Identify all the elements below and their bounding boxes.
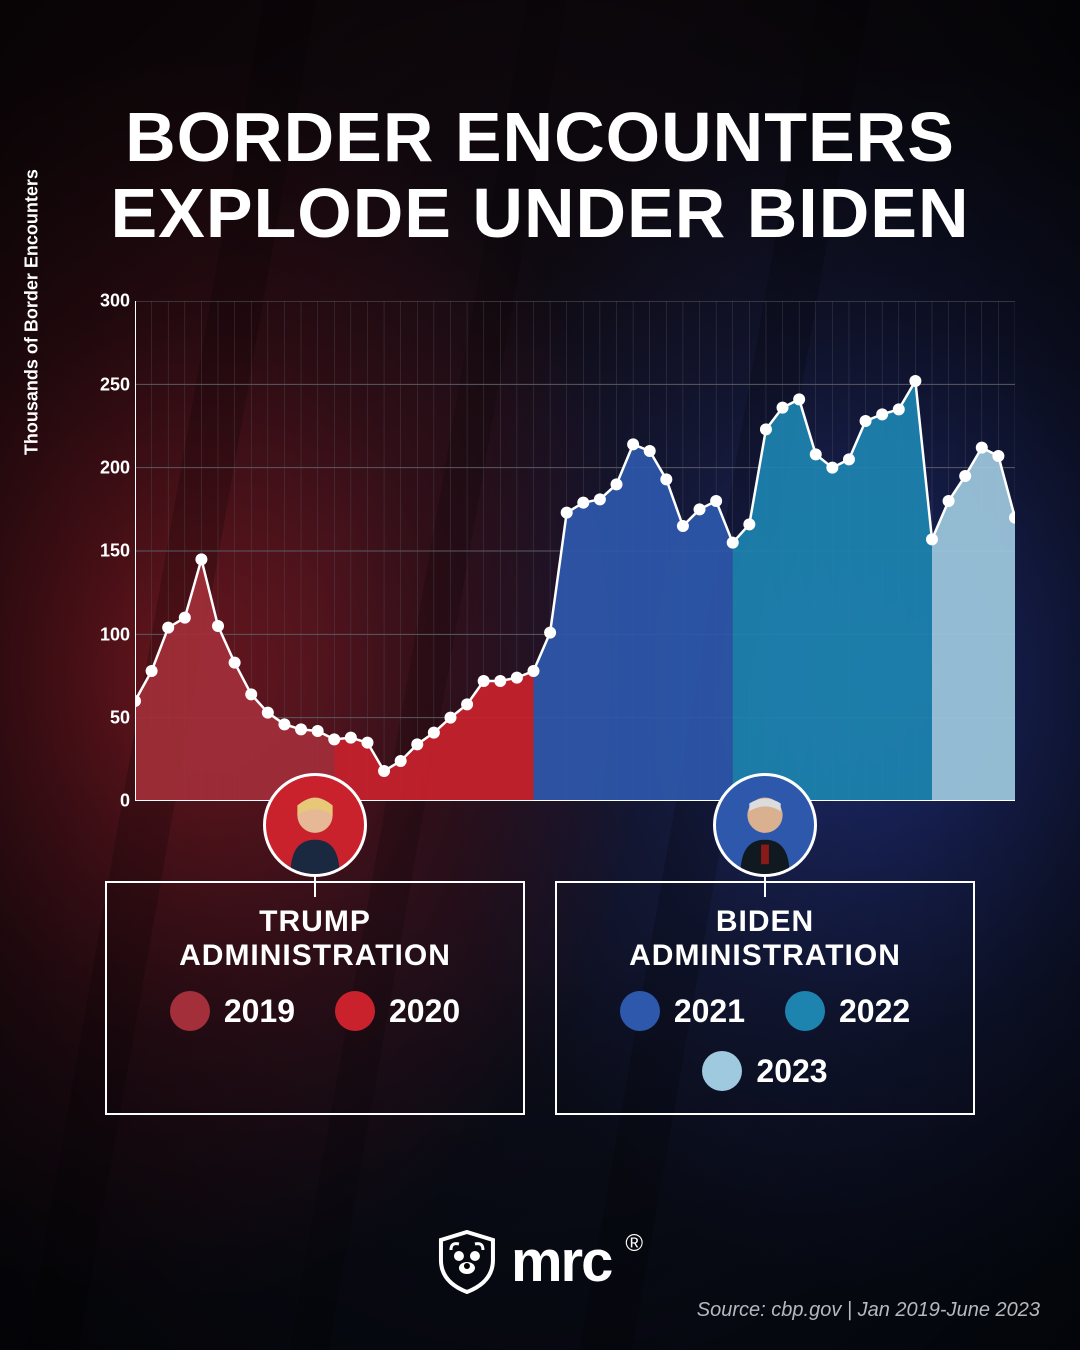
legend-item: 2022 [785, 991, 910, 1031]
legend-biden: BIDEN ADMINISTRATION 2021 2022 2023 [555, 881, 975, 1115]
y-tick: 250 [90, 374, 130, 395]
legend-year: 2022 [839, 993, 910, 1030]
y-tick: 150 [90, 541, 130, 562]
y-tick: 300 [90, 291, 130, 312]
avatar-biden [713, 773, 817, 897]
legend-item: 2020 [335, 991, 460, 1031]
legend-year: 2020 [389, 993, 460, 1030]
color-swatch [620, 991, 660, 1031]
legend-year: 2019 [224, 993, 295, 1030]
chart-container: Thousands of Border Encounters 050100150… [80, 301, 1020, 816]
legend-trump-items: 2019 2020 [137, 991, 493, 1031]
y-tick: 100 [90, 624, 130, 645]
avatar-connector [314, 877, 316, 897]
chart-svg [135, 301, 1015, 801]
y-axis-label: Thousands of Border Encounters [22, 169, 43, 455]
color-swatch [335, 991, 375, 1031]
color-swatch [702, 1051, 742, 1091]
title-line-1: BORDER ENCOUNTERS [125, 98, 955, 176]
logo-text: mrc [511, 1228, 611, 1295]
avatar-trump [263, 773, 367, 897]
legend-row: TRUMP ADMINISTRATION 2019 2020 BIDEN ADMI… [60, 881, 1020, 1115]
color-swatch [785, 991, 825, 1031]
chart-plot-area [135, 301, 1015, 801]
source-text: Source: cbp.gov | Jan 2019-June 2023 [697, 1299, 1040, 1322]
y-tick: 200 [90, 457, 130, 478]
color-swatch [170, 991, 210, 1031]
legend-biden-title: BIDEN ADMINISTRATION [587, 905, 943, 973]
main-title: BORDER ENCOUNTERS EXPLODE UNDER BIDEN [110, 100, 969, 251]
legend-year: 2021 [674, 993, 745, 1030]
legend-item: 2019 [170, 991, 295, 1031]
avatar-trump-circle [263, 773, 367, 877]
legend-item: 2021 [620, 991, 745, 1031]
avatar-biden-circle [713, 773, 817, 877]
content-container: BORDER ENCOUNTERS EXPLODE UNDER BIDEN Th… [0, 0, 1080, 1350]
legend-trump-title: TRUMP ADMINISTRATION [137, 905, 493, 973]
legend-item: 2023 [702, 1051, 827, 1091]
legend-trump: TRUMP ADMINISTRATION 2019 2020 [105, 881, 525, 1115]
person-icon [266, 776, 364, 874]
registered-icon: ® [625, 1230, 643, 1258]
logo: mrc ® [437, 1228, 643, 1295]
y-tick: 50 [90, 707, 130, 728]
shield-icon [437, 1230, 497, 1294]
y-tick: 0 [90, 791, 130, 812]
avatar-connector [764, 877, 766, 897]
legend-year: 2023 [756, 1053, 827, 1090]
person-icon [716, 776, 814, 874]
legend-biden-items: 2021 2022 2023 [587, 991, 943, 1091]
title-line-2: EXPLODE UNDER BIDEN [110, 174, 969, 252]
